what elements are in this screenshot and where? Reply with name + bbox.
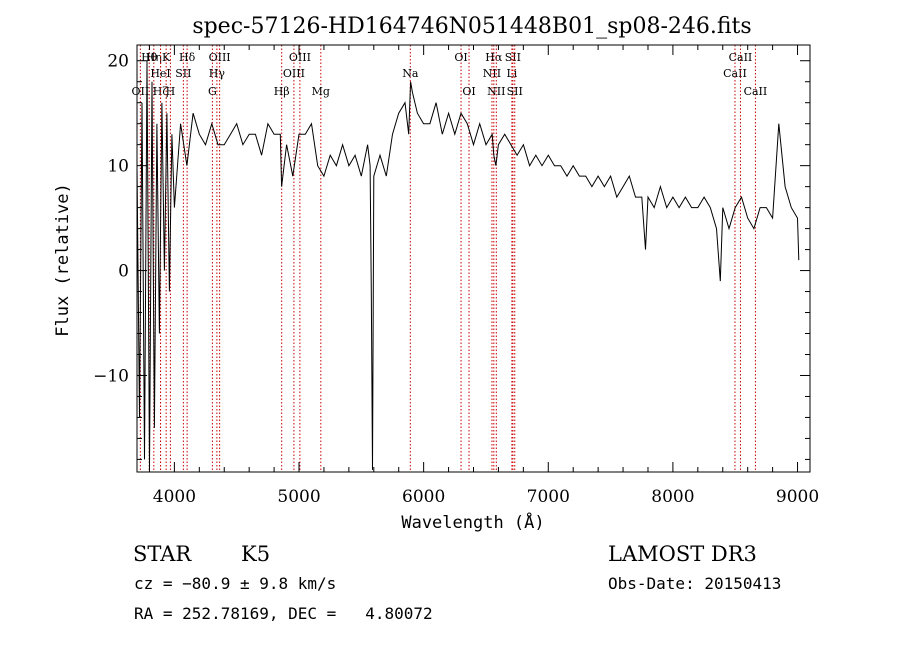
line-label-18: OI xyxy=(462,85,475,98)
survey-name: LAMOST DR3 xyxy=(608,542,757,566)
spectrum-line xyxy=(136,60,800,470)
line-label-10: Hγ xyxy=(209,67,226,80)
line-label-23: SII xyxy=(505,51,521,64)
line-label-20: Hα xyxy=(485,51,503,64)
line-label-22: Li xyxy=(506,67,517,80)
line-label-2: Hη xyxy=(146,51,162,64)
y-tick-label-3: 20 xyxy=(107,52,129,72)
line-label-8: Hδ xyxy=(179,51,196,64)
line-label-24: SII xyxy=(507,85,523,98)
line-label-25: CaII xyxy=(723,67,747,80)
line-label-5: K xyxy=(162,51,171,64)
line-label-14: OIII xyxy=(289,51,311,64)
observation-date: Obs-Date: 20150413 xyxy=(608,574,781,593)
line-label-4: HeI xyxy=(150,67,170,80)
line-label-15: Mg xyxy=(312,85,330,98)
plot-frame xyxy=(136,44,811,473)
line-label-27: CaII xyxy=(744,85,768,98)
spectrum-line-group xyxy=(136,60,800,470)
line-label-9: G xyxy=(208,85,217,98)
y-axis-label: Flux (relative) xyxy=(53,183,73,337)
y-tick-label-1: 0 xyxy=(118,262,129,282)
emission-line-markers: OIIHθHηHζHeIKHSIIHδGHγOIIIHβOIIIOIIIMgNa… xyxy=(132,45,768,472)
line-label-21: NII xyxy=(487,85,505,98)
x-tick-label-2: 6000 xyxy=(402,487,445,507)
y-tick-label-0: −10 xyxy=(93,366,129,386)
line-label-26: CaII xyxy=(729,51,753,64)
line-label-17: OI xyxy=(454,51,467,64)
redshift-cz: cz = −80.9 ± 9.8 km/s xyxy=(134,574,336,593)
x-tick-label-4: 8000 xyxy=(651,487,694,507)
line-label-6: H xyxy=(166,85,176,98)
axes: 4000 5000 6000 7000 8000 9000 −10 0 10 20 xyxy=(93,45,819,507)
line-label-19: NII xyxy=(483,67,501,80)
line-label-7: SII xyxy=(175,67,191,80)
line-label-0: OII xyxy=(132,85,150,98)
x-tick-label-0: 4000 xyxy=(153,487,196,507)
line-label-11: OIII xyxy=(209,51,231,64)
ra-dec-coordinates: RA = 252.78169, DEC = 4.80072 xyxy=(134,604,433,623)
line-label-16: Na xyxy=(402,67,419,80)
line-label-12: Hβ xyxy=(274,85,290,98)
object-class: STAR xyxy=(133,542,192,566)
line-label-13: OIII xyxy=(283,67,305,80)
x-axis-label: Wavelength (Å) xyxy=(401,511,544,533)
chart-title: spec-57126-HD164746N051448B01_sp08-246.f… xyxy=(192,14,751,39)
x-tick-label-3: 7000 xyxy=(527,487,570,507)
object-subclass: K5 xyxy=(241,542,270,566)
x-tick-label-5: 9000 xyxy=(776,487,819,507)
x-tick-label-1: 5000 xyxy=(277,487,320,507)
y-tick-label-2: 10 xyxy=(107,157,129,177)
